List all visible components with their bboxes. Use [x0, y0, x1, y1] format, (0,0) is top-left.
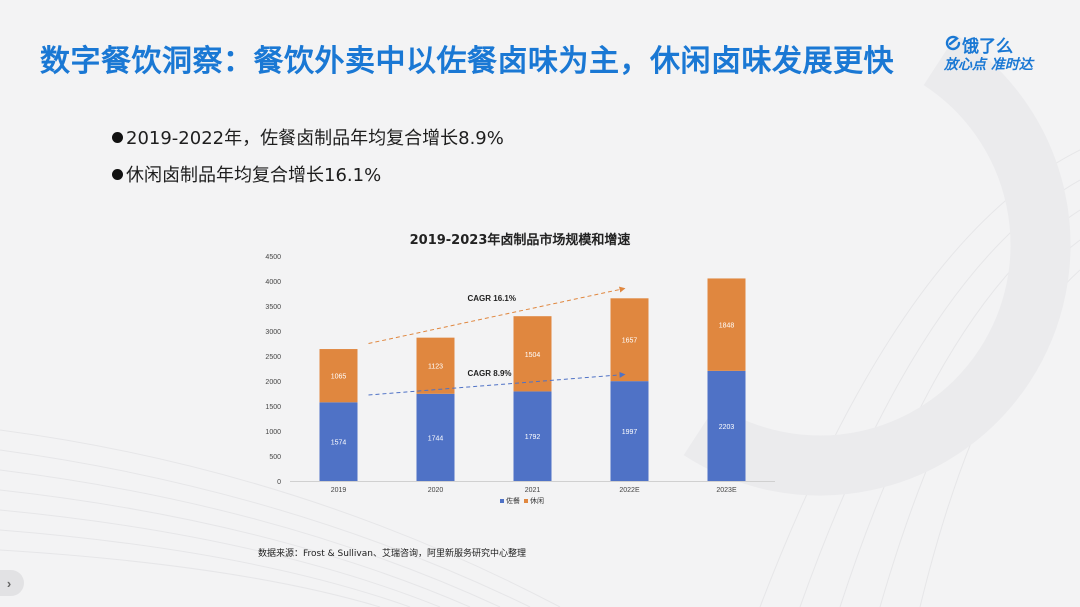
y-tick-label: 3000 — [265, 329, 281, 336]
x-tick-label: 2023E — [716, 487, 737, 494]
data-label: 1744 — [428, 435, 444, 442]
y-tick-label: 1500 — [265, 404, 281, 411]
bar-segment — [513, 391, 552, 481]
bullet-text: 2019-2022年，佐餐卤制品年均复合增长8.9% — [126, 128, 504, 149]
legend-label: 休闲 — [530, 496, 544, 505]
next-slide-button[interactable]: › — [0, 570, 24, 596]
bar-segment — [416, 393, 455, 481]
chevron-right-icon: › — [6, 575, 12, 591]
y-tick-label: 0 — [277, 479, 281, 486]
bar-segment — [319, 349, 358, 403]
x-tick-label: 2021 — [525, 487, 541, 494]
bullet-dot-icon — [112, 132, 123, 143]
legend-swatch — [524, 499, 528, 503]
legend-label: 佐餐 — [506, 496, 520, 505]
bar-segment — [319, 402, 358, 481]
y-tick-label: 3500 — [265, 304, 281, 311]
bar-segment — [610, 381, 649, 481]
cagr-label: CAGR 8.9% — [468, 369, 512, 378]
brand-name: 饿了么 — [962, 37, 1013, 57]
data-source-note: 数据来源：Frost & Sullivan、艾瑞咨询，阿里新服务研究中心整理 — [258, 549, 526, 559]
data-label: 1657 — [622, 338, 638, 345]
data-label: 1997 — [622, 429, 638, 436]
bar-segment — [707, 278, 746, 371]
bar-segment — [513, 316, 552, 392]
cagr-arrow — [368, 286, 626, 344]
data-label: 1848 — [719, 323, 735, 330]
y-tick-label: 4500 — [265, 254, 281, 261]
bullet-text: 休闲卤制品年均复合增长16.1% — [126, 165, 382, 186]
y-tick-label: 500 — [269, 454, 281, 461]
data-label: 1065 — [331, 374, 347, 381]
data-label: 2203 — [719, 424, 735, 431]
y-tick-label: 2000 — [265, 379, 281, 386]
data-label: 1123 — [428, 364, 443, 371]
cagr-arrow — [368, 371, 626, 396]
bullet-item: 休闲卤制品年均复合增长16.1% — [112, 161, 504, 187]
y-tick-label: 4000 — [265, 279, 281, 286]
x-tick-label: 2020 — [428, 487, 444, 494]
chart-title: 2019-2023年卤制品市场规模和增速 — [409, 233, 631, 248]
x-tick-label: 2019 — [331, 487, 347, 494]
bullet-list: 2019-2022年，佐餐卤制品年均复合增长8.9% 休闲卤制品年均复合增长16… — [112, 124, 504, 198]
x-tick-label: 2022E — [619, 487, 640, 494]
bullet-dot-icon — [112, 169, 123, 180]
page-title: 数字餐饮洞察：餐饮外卖中以佐餐卤味为主，休闲卤味发展更快 — [40, 44, 894, 79]
y-tick-label: 2500 — [265, 354, 281, 361]
data-label: 1574 — [331, 440, 347, 447]
bar-segment — [610, 298, 649, 382]
data-label: 1504 — [525, 352, 541, 359]
bullet-item: 2019-2022年，佐餐卤制品年均复合增长8.9% — [112, 124, 504, 150]
legend-swatch — [500, 499, 504, 503]
brand-logo: 饿了么 放心点 准时达 — [944, 30, 1064, 78]
bar-segment — [707, 370, 746, 481]
eleme-logo-icon — [945, 35, 961, 51]
data-label: 1792 — [525, 434, 541, 441]
bar-segment — [416, 337, 455, 394]
cagr-label: CAGR 16.1% — [468, 294, 516, 303]
y-tick-label: 1000 — [265, 429, 281, 436]
brand-slogan: 放心点 准时达 — [944, 57, 1033, 73]
